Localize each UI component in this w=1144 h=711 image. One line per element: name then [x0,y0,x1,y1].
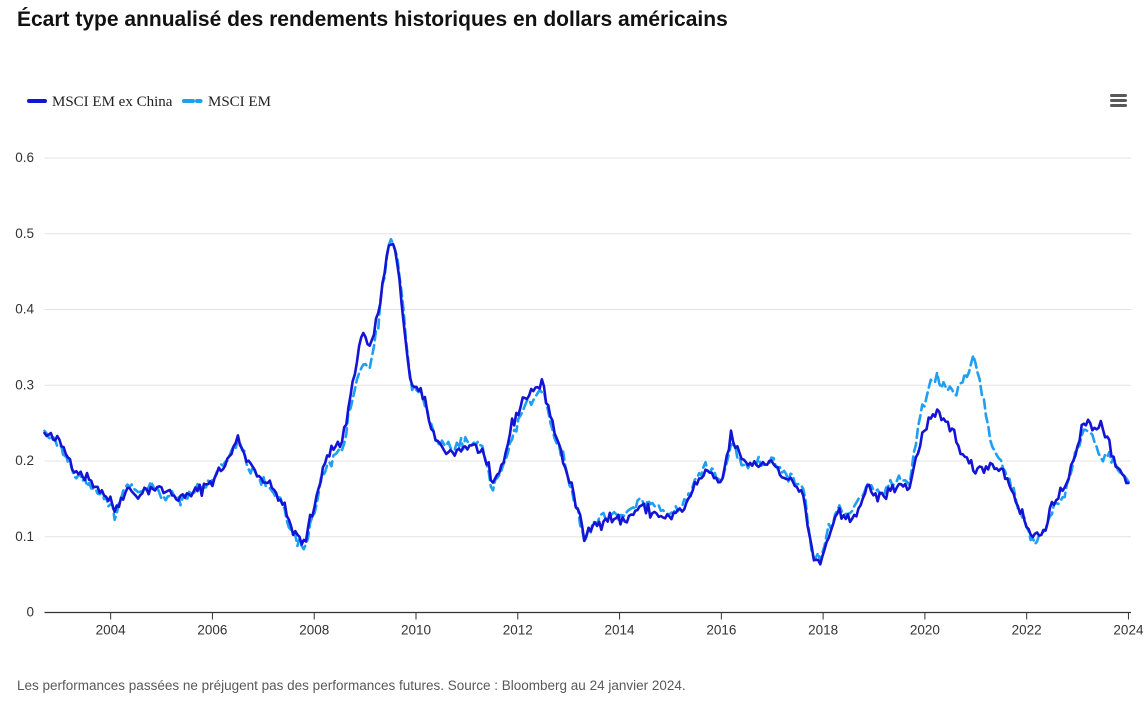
svg-text:2018: 2018 [808,623,838,638]
svg-text:0.3: 0.3 [15,377,34,392]
svg-text:2004: 2004 [96,623,127,638]
svg-text:0.2: 0.2 [15,453,34,468]
svg-text:2012: 2012 [503,623,533,638]
svg-text:2022: 2022 [1012,623,1042,638]
svg-text:2016: 2016 [706,623,736,638]
svg-text:2020: 2020 [910,623,940,638]
svg-text:0: 0 [26,605,34,620]
svg-text:2008: 2008 [299,623,329,638]
svg-text:0.4: 0.4 [15,302,34,317]
svg-text:2010: 2010 [401,623,431,638]
svg-text:0.5: 0.5 [15,226,34,241]
svg-text:2006: 2006 [197,623,227,638]
svg-text:0.6: 0.6 [15,150,34,165]
svg-text:2014: 2014 [605,623,636,638]
svg-text:0.1: 0.1 [15,529,34,544]
svg-text:2024: 2024 [1113,623,1144,638]
